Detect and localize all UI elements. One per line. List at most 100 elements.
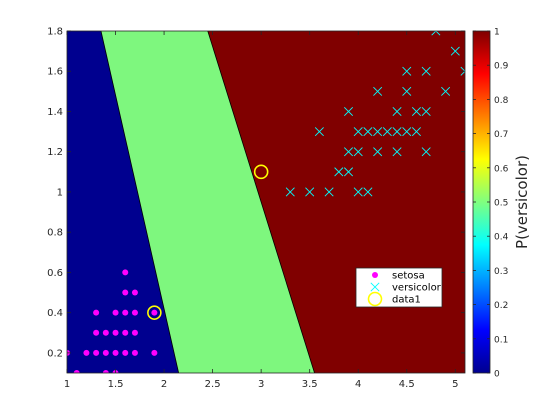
colorbar-tick-label: 0.2: [494, 301, 508, 311]
region-low-probability: [67, 31, 179, 373]
setosa-point: [93, 349, 100, 356]
colorbar-tick-label: 0.3: [494, 267, 508, 277]
plot-border: [66, 30, 466, 374]
versicolor-point: [343, 147, 354, 157]
versicolor-point: [373, 147, 383, 157]
legend-box: [355, 267, 443, 308]
versicolor-point: [285, 187, 295, 197]
x-tick-label: 2.5: [205, 379, 221, 390]
versicolor-point: [382, 127, 392, 137]
y-axis: 0.2 0.4 0.6 0.8 1 1.2 1.4 1.6 1.8: [47, 27, 465, 359]
region-mid-probability: [100, 31, 315, 373]
y-tick-label: 1.2: [47, 147, 63, 158]
setosa-point: [131, 349, 138, 356]
versicolor-point: [392, 127, 402, 137]
versicolor-point: [334, 167, 344, 177]
x-tick-label: 5: [452, 379, 458, 390]
y-tick-label: 1.6: [47, 67, 63, 78]
colorbar-tick-label: 0.9: [494, 62, 509, 72]
legend-item: setosa: [372, 271, 425, 282]
versicolor-point: [421, 147, 431, 157]
x-tick-label: 4.5: [399, 379, 415, 390]
colorbar-tick-label: 0: [494, 370, 500, 380]
versicolor-point: [421, 66, 431, 76]
setosa-point: [112, 349, 119, 356]
legend-label: versicolor: [392, 283, 442, 294]
versicolor-point: [392, 106, 402, 116]
setosa-point: [93, 329, 100, 336]
colorbar-tick-label: 0.5: [494, 199, 508, 209]
setosa-point: [112, 329, 119, 336]
data1-point: [253, 164, 269, 180]
versicolor-point: [343, 106, 354, 116]
setosa-point: [151, 309, 158, 316]
boundary-line: [100, 31, 180, 373]
series-setosa: [67, 269, 158, 373]
y-tick-label: 1.8: [47, 27, 63, 38]
versicolor-point: [363, 127, 373, 137]
setosa-point: [122, 329, 129, 336]
setosa-point: [122, 349, 129, 356]
setosa-point: [122, 289, 129, 296]
y-tick-label: 0.6: [47, 268, 63, 279]
versicolor-point: [402, 66, 412, 76]
setosa-point: [122, 269, 129, 276]
setosa-point: [151, 349, 158, 356]
versicolor-point: [450, 46, 460, 56]
legend-marker-data1: [367, 291, 383, 307]
y-tick-label: 0.4: [47, 308, 63, 319]
versicolor-point: [431, 31, 441, 36]
probability-map: [67, 31, 465, 373]
x-tick-label: 3: [258, 379, 264, 390]
legend-marker-versicolor: [370, 282, 380, 292]
colorbar-tick-label: 0.7: [494, 130, 508, 140]
versicolor-point: [411, 127, 421, 137]
versicolor-point: [305, 187, 315, 197]
data1-point: [147, 305, 162, 320]
series-data1: [147, 164, 269, 320]
data-markers: [67, 31, 465, 373]
y-tick-label: 0.8: [47, 228, 63, 239]
legend-marker-setosa: [372, 272, 378, 278]
boundary-line: [207, 31, 315, 373]
versicolor-point: [314, 127, 324, 137]
versicolor-point: [460, 66, 465, 76]
setosa-point: [122, 309, 129, 316]
legend-item: versicolor: [370, 282, 442, 294]
versicolor-point: [402, 127, 412, 137]
versicolor-point: [373, 86, 383, 96]
legend-label: setosa: [392, 271, 425, 282]
versicolor-point: [392, 147, 402, 157]
x-tick-label: 1.5: [108, 379, 124, 390]
x-tick-label: 1: [64, 379, 70, 390]
colorbar-label: P(versicolor): [513, 155, 531, 249]
versicolor-point: [363, 187, 373, 197]
versicolor-point: [343, 167, 354, 177]
setosa-point: [83, 349, 90, 356]
versicolor-point: [373, 127, 383, 137]
setosa-point: [131, 309, 138, 316]
colorbar: 0 0.1 0.2 0.3 0.4 0.5 0.6 0.7 0.8 0.9 1 P(versicol…: [472, 28, 531, 380]
versicolor-point: [421, 106, 431, 116]
colorbar-tick-label: 1: [494, 28, 500, 38]
versicolor-point: [324, 187, 334, 197]
setosa-point: [102, 329, 109, 336]
setosa-point: [102, 370, 109, 373]
versicolor-point: [441, 86, 451, 96]
versicolor-point: [402, 86, 412, 96]
colorbar-tick-label: 0.1: [494, 335, 508, 345]
setosa-point: [112, 309, 119, 316]
y-tick-label: 1.4: [47, 107, 63, 118]
setosa-point: [102, 349, 109, 356]
versicolor-point: [353, 147, 363, 157]
versicolor-point: [411, 106, 421, 116]
setosa-point: [73, 370, 80, 373]
x-tick-label: 2: [161, 379, 167, 390]
versicolor-point: [353, 127, 363, 137]
setosa-point: [131, 329, 138, 336]
versicolor-point: [353, 187, 363, 197]
series-versicolor: [285, 31, 465, 197]
y-tick-label: 1: [57, 187, 63, 198]
colorbar-tick-label: 0.6: [494, 164, 509, 174]
